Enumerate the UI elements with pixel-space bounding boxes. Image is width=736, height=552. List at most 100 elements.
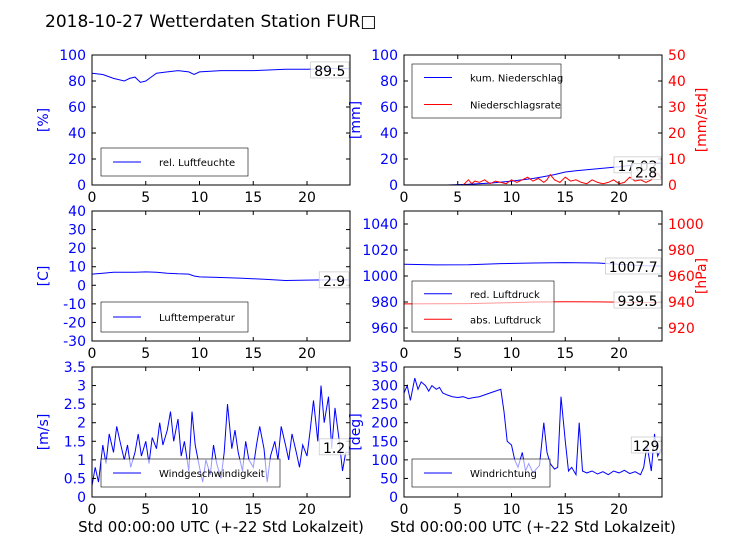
y2-tick-label: 1000 <box>668 217 704 233</box>
legend-label: Lufttemperatur <box>159 313 236 324</box>
x-tick-label: 15 <box>556 346 574 362</box>
y-tick-label: 3.5 <box>64 360 86 376</box>
subplot: 0 5 10 15 20 -30 -20 -10 0 10 20 30 40 [C] Lufttempera… <box>36 204 351 362</box>
y-tick-label: 0 <box>389 178 398 194</box>
subplot: 0 5 10 15 20 960 980 1000 1020 1040 920 940 960 980 10… <box>362 210 710 362</box>
value-annotation-box <box>318 271 350 289</box>
value-annotation: 1007.7 <box>609 260 658 276</box>
x-tick-label: 10 <box>503 346 521 362</box>
plot-frame <box>91 210 351 342</box>
y-tick-label: 980 <box>371 295 398 311</box>
y2-axis-label: [hPa] <box>694 258 710 294</box>
plot-frame <box>91 54 351 186</box>
y-tick-label: 3 <box>77 379 86 395</box>
y2-tick-label: 960 <box>668 269 695 285</box>
y-tick-label: 10 <box>68 260 86 276</box>
y-axis-label: [deg] <box>348 413 364 450</box>
value-annotation-box <box>613 291 662 309</box>
value-annotation: 939.5 <box>617 294 657 310</box>
y-tick-label: 0 <box>389 490 398 506</box>
x-axis-label: Std 00:00:00 UTC (+-22 Std Lokalzeit) <box>390 518 676 536</box>
legend-label: red. Luftdruck <box>470 290 540 301</box>
value-annotation: 1.2 <box>323 441 345 457</box>
y-tick-label: 40 <box>68 204 86 220</box>
legend-label: Niederschlagsrate <box>470 101 561 112</box>
y-axis-label: [m/s] <box>36 414 52 451</box>
y-tick-label: 100 <box>371 453 398 469</box>
legend-box <box>411 63 562 119</box>
y-tick-label: 2.5 <box>64 397 86 413</box>
y-tick-label: 2 <box>77 416 86 432</box>
y2-tick-label: 940 <box>668 295 695 311</box>
y2-tick-label: 980 <box>668 243 695 259</box>
x-tick-label: 15 <box>556 502 574 518</box>
y-tick-label: 300 <box>371 379 398 395</box>
series-line <box>404 171 662 186</box>
plot-frame <box>403 54 663 186</box>
x-tick-label: 5 <box>453 346 462 362</box>
y-tick-label: 200 <box>371 416 398 432</box>
y-tick-label: 80 <box>68 74 86 90</box>
series-line <box>91 68 349 83</box>
y-tick-label: 1020 <box>362 243 398 259</box>
x-tick-label: 0 <box>400 346 409 362</box>
x-tick-label: 5 <box>141 190 150 206</box>
x-tick-label: 5 <box>453 190 462 206</box>
subplot: 0 5 10 15 20 0 20 40 60 80 100 [%] rel. Luftfeuchte 8… <box>36 48 351 206</box>
x-tick-label: 0 <box>88 190 97 206</box>
y-tick-label: 100 <box>371 48 398 64</box>
value-annotation: 129 <box>633 439 660 455</box>
x-tick-label: 20 <box>610 346 628 362</box>
x-tick-label: 5 <box>141 346 150 362</box>
value-annotation-box <box>605 257 662 275</box>
value-annotation: 89.5 <box>314 64 345 80</box>
x-tick-label: 5 <box>141 502 150 518</box>
y-tick-label: 50 <box>380 471 398 487</box>
value-annotation-box <box>630 163 662 180</box>
y-tick-label: 0 <box>77 178 86 194</box>
x-tick-label: 10 <box>503 502 521 518</box>
x-tick-label: 0 <box>88 502 97 518</box>
x-tick-label: 15 <box>244 346 262 362</box>
value-annotation: 2.9 <box>323 274 345 290</box>
x-tick-label: 20 <box>610 190 628 206</box>
legend-label: rel. Luftfeuchte <box>159 158 235 169</box>
legend-label: abs. Luftdruck <box>470 315 541 326</box>
x-tick-label: 5 <box>453 502 462 518</box>
y-tick-label: 40 <box>380 126 398 142</box>
y2-tick-label: 20 <box>668 126 686 142</box>
y-tick-label: -10 <box>63 297 86 313</box>
legend-label: Windrichtung <box>470 469 537 480</box>
x-tick-label: 0 <box>400 502 409 518</box>
x-tick-label: 15 <box>244 502 262 518</box>
y-tick-label: 960 <box>371 321 398 337</box>
x-tick-label: 15 <box>244 190 262 206</box>
y-tick-label: 100 <box>59 48 86 64</box>
subplot: 0 5 10 15 2000.511.522.533.5[m/s]Windgeschwi… <box>36 360 351 518</box>
x-tick-label: 20 <box>298 502 316 518</box>
y-tick-label: 60 <box>380 100 398 116</box>
y-tick-label: 250 <box>371 397 398 413</box>
y-tick-label: 350 <box>371 360 398 376</box>
y-tick-label: 1.5 <box>64 434 86 450</box>
y-tick-label: 1000 <box>362 269 398 285</box>
x-axis-label: Std 00:00:00 UTC (+-22 Std Lokalzeit) <box>78 518 364 536</box>
y-tick-label: 80 <box>380 74 398 90</box>
x-tick-label: 10 <box>191 502 209 518</box>
subplot: 0 5 10 15 20050100150200250300350[deg]Windri… <box>348 360 663 518</box>
x-tick-label: 0 <box>400 190 409 206</box>
y-tick-label: 40 <box>68 126 86 142</box>
x-tick-label: 15 <box>556 190 574 206</box>
y-tick-label: 1 <box>77 453 86 469</box>
y2-tick-label: 10 <box>668 152 686 168</box>
y2-axis-label: [mm/std] <box>694 88 710 153</box>
plot-frame <box>91 366 351 498</box>
plot-frame <box>403 366 663 498</box>
legend-label: kum. Niederschlag <box>470 74 563 85</box>
value-annotation-box <box>310 61 350 79</box>
x-tick-label: 10 <box>191 190 209 206</box>
legend-label: Windgeschwindigkeit <box>159 469 265 480</box>
y2-tick-label: 40 <box>668 74 686 90</box>
y-tick-label: 20 <box>68 241 86 257</box>
